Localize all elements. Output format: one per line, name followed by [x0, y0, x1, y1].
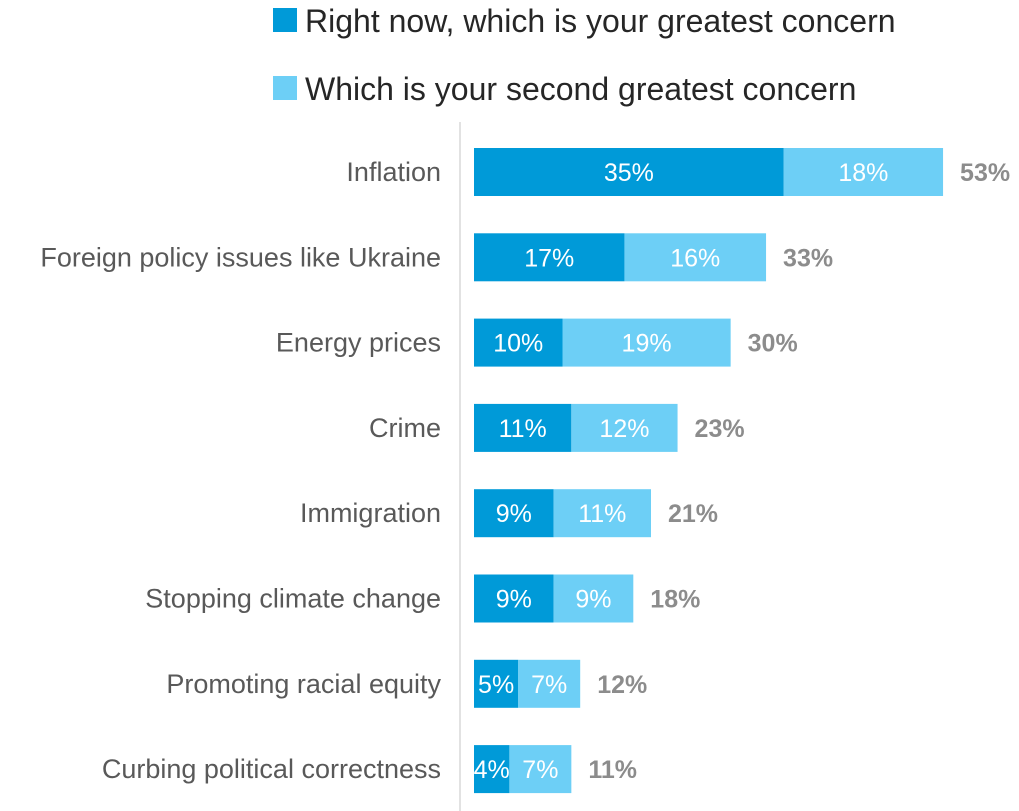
category-label-curbing-political-correctness: Curbing political correctness — [102, 754, 441, 784]
total-label-crime: 23% — [695, 415, 745, 443]
bar-greatest-foreign-policy-issues-like-ukraine — [474, 233, 625, 282]
legend: Right now, which is your greatest concer… — [273, 3, 896, 107]
bar-greatest-crime — [474, 403, 572, 452]
total-label-promoting-racial-equity: 12% — [597, 671, 647, 699]
bar-value-label-second-inflation: 18% — [838, 159, 888, 187]
bar-value-label-second-stopping-climate-change: 9% — [575, 586, 611, 614]
bar-value-label-second-curbing-political-correctness: 7% — [522, 756, 558, 784]
bar-value-label-greatest-curbing-political-correctness: 4% — [474, 756, 510, 784]
total-label-foreign-policy-issues-like-ukraine: 33% — [783, 244, 833, 272]
bar-second-curbing-political-correctness — [509, 745, 572, 794]
bar-value-label-greatest-stopping-climate-change: 9% — [496, 586, 532, 614]
category-label-energy-prices: Energy prices — [276, 328, 441, 358]
bar-value-label-greatest-crime: 11% — [499, 415, 547, 443]
legend-label-second-concern: Which is your second greatest concern — [305, 71, 856, 107]
bar-greatest-inflation — [474, 148, 784, 196]
bar-value-label-second-crime: 12% — [599, 415, 649, 443]
bar-greatest-energy-prices — [474, 318, 563, 367]
category-label-crime: Crime — [369, 413, 441, 443]
total-label-stopping-climate-change: 18% — [650, 586, 700, 614]
category-label-stopping-climate-change: Stopping climate change — [145, 584, 441, 614]
bar-second-immigration — [553, 489, 651, 538]
category-label-immigration: Immigration — [300, 498, 441, 528]
plot-area: Inflation 35% 18% 53% Foreign policy issues … — [40, 148, 1010, 794]
legend-label-greatest-concern: Right now, which is your greatest concer… — [305, 3, 896, 39]
bar-second-stopping-climate-change — [553, 574, 634, 623]
bar-value-label-second-promoting-racial-equity: 7% — [531, 671, 567, 699]
total-label-immigration: 21% — [668, 500, 718, 528]
bar-greatest-curbing-political-correctness — [474, 745, 510, 794]
legend-swatch-second-concern — [273, 76, 297, 100]
bar-second-energy-prices — [562, 318, 731, 367]
bar-greatest-immigration — [474, 489, 554, 538]
bar-value-label-greatest-foreign-policy-issues-like-ukraine: 17% — [524, 244, 574, 272]
category-label-promoting-racial-equity: Promoting racial equity — [166, 669, 441, 699]
category-label-foreign-policy-issues-like-ukraine: Foreign policy issues like Ukraine — [40, 242, 441, 272]
bar-value-label-second-immigration: 11% — [578, 500, 626, 528]
total-label-energy-prices: 30% — [748, 330, 798, 358]
category-label-inflation: Inflation — [346, 157, 441, 187]
legend-swatch-greatest-concern — [273, 8, 297, 32]
bar-second-promoting-racial-equity — [518, 659, 581, 708]
bar-second-inflation — [783, 148, 944, 196]
bar-second-crime — [571, 403, 678, 452]
bar-second-foreign-policy-issues-like-ukraine — [624, 233, 767, 282]
bar-value-label-second-energy-prices: 19% — [622, 330, 672, 358]
bar-value-label-greatest-inflation: 35% — [604, 159, 654, 187]
bar-greatest-promoting-racial-equity — [474, 659, 519, 708]
bar-greatest-stopping-climate-change — [474, 574, 554, 623]
total-label-curbing-political-correctness: 11% — [588, 756, 637, 784]
bar-value-label-second-foreign-policy-issues-like-ukraine: 16% — [670, 244, 720, 272]
total-label-inflation: 53% — [960, 159, 1010, 187]
bar-value-label-greatest-promoting-racial-equity: 5% — [478, 671, 514, 699]
bar-value-label-greatest-energy-prices: 10% — [493, 330, 543, 358]
bar-value-label-greatest-immigration: 9% — [496, 500, 532, 528]
